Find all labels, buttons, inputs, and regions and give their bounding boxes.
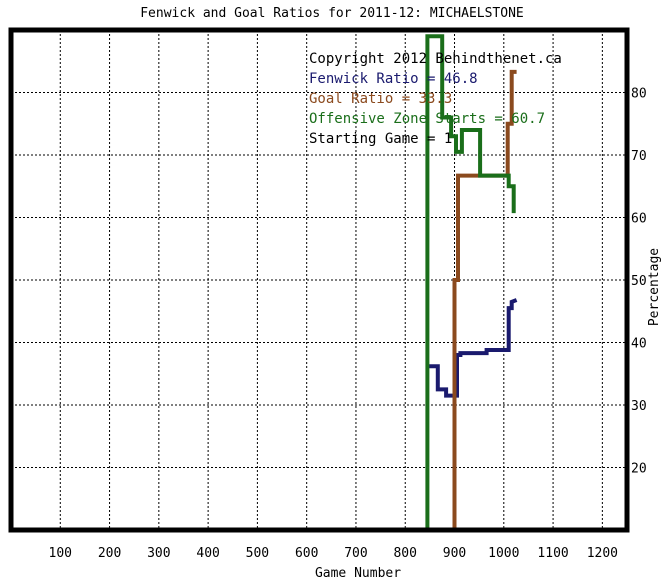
y-tick-label-80: 80 [631, 87, 647, 102]
x-tick-label-200: 200 [98, 546, 121, 561]
y-tick-label-50: 50 [631, 274, 647, 289]
chart-title: Fenwick and Goal Ratios for 2011-12: MIC… [140, 6, 524, 21]
fenwick-ratio-label: Fenwick Ratio = 46.8 [309, 71, 478, 87]
x-tick-label-500: 500 [246, 546, 269, 561]
y-tick-label-60: 60 [631, 212, 647, 227]
y-tick-labels: 20 30 40 50 60 70 80 [631, 87, 647, 477]
offensive-zone-starts-label: Offensive Zone Starts = 60.7 [309, 111, 545, 127]
x-tick-label-400: 400 [196, 546, 219, 561]
x-tick-label-600: 600 [295, 546, 318, 561]
x-tick-label-700: 700 [344, 546, 367, 561]
goal-ratio-label: Goal Ratio = 33.3 [309, 91, 452, 107]
y-tick-label-30: 30 [631, 399, 647, 414]
x-tick-label-900: 900 [443, 546, 466, 561]
series-line-offensive-zone-starts [425, 34, 516, 530]
series-layer [425, 34, 518, 530]
x-tick-label-100: 100 [49, 546, 72, 561]
y-tick-label-20: 20 [631, 462, 647, 477]
y-axis-label: Percentage [647, 248, 662, 326]
x-axis-label: Game Number [315, 566, 401, 580]
starting-game-label: Starting Game = 1 [309, 131, 452, 147]
x-tick-label-800: 800 [393, 546, 416, 561]
x-tick-label-1000: 1000 [488, 546, 519, 561]
x-tick-labels: 100 200 300 400 500 600 700 800 900 1000 1100 1200 [49, 546, 618, 561]
plot-frame [8, 27, 630, 533]
copyright-note: Copyright 2012 Behindthenet.ca [309, 51, 562, 67]
series-line-fenwick-ratio [427, 298, 518, 398]
x-tick-label-300: 300 [147, 546, 170, 561]
annotation-block: Copyright 2012 Behindthenet.ca Fenwick Ra… [309, 51, 562, 147]
x-tick-label-1100: 1100 [537, 546, 568, 561]
x-tick-label-1200: 1200 [587, 546, 618, 561]
y-tick-label-40: 40 [631, 337, 647, 352]
y-tick-label-70: 70 [631, 149, 647, 164]
